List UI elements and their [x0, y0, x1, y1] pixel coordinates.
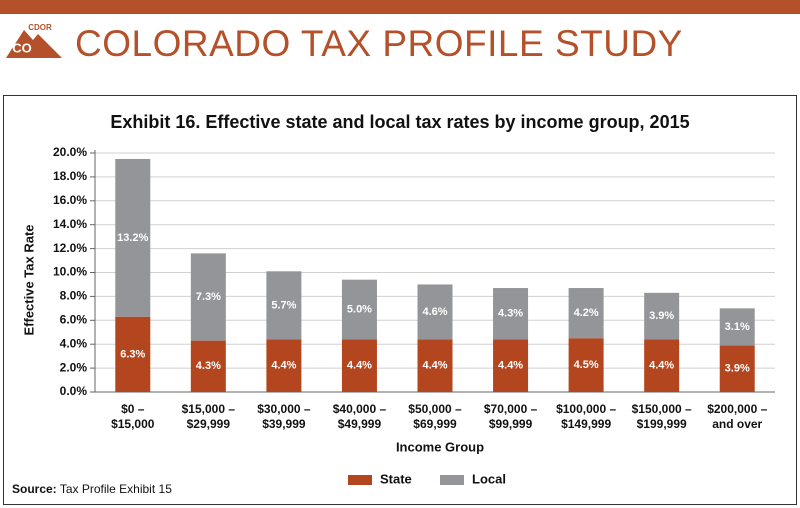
value-label: 7.3% [196, 291, 221, 303]
value-label: 4.4% [271, 360, 296, 372]
legend-label: Local [472, 471, 506, 486]
source: Source: Tax Profile Exhibit 15 [12, 482, 172, 496]
x-tick-label: $100,000 – $149,999 [556, 402, 616, 431]
x-tick-line: $49,999 [338, 417, 382, 431]
bar-segment [341, 339, 377, 392]
value-label: 13.2% [117, 232, 148, 244]
x-axis-label: Income Group [396, 439, 484, 454]
source-text: Tax Profile Exhibit 15 [60, 482, 172, 496]
logo-top: CDOR [28, 23, 52, 32]
x-tick-line: $50,000 – [408, 402, 462, 416]
value-label: 4.4% [649, 360, 674, 372]
bar-segment [266, 339, 302, 392]
x-tick-line: $70,000 – [484, 402, 538, 416]
value-label: 3.9% [649, 310, 674, 322]
x-tick-line: $15,000 – [182, 402, 236, 416]
x-tick-line: $15,000 [111, 417, 155, 431]
logo-main: CO [12, 40, 32, 55]
legend-swatch [440, 475, 464, 485]
bar-segment [644, 292, 680, 340]
x-tick-label: $200,000 – and over [707, 402, 767, 431]
value-label: 4.4% [498, 360, 523, 372]
source-label: Source: [12, 482, 57, 496]
y-tick-label: 10.0% [53, 265, 87, 279]
x-tick-label: $0 – $15,000 [111, 402, 155, 431]
x-tick-label: $150,000 – $199,999 [632, 402, 692, 431]
y-tick-label: 0.0% [60, 384, 88, 398]
x-tick-line: $39,999 [262, 417, 306, 431]
bar-segment [190, 253, 226, 341]
legend-swatch [348, 475, 372, 485]
bar-segment [568, 288, 604, 339]
value-label: 4.2% [574, 307, 599, 319]
x-tick-line: $30,000 – [257, 402, 311, 416]
x-tick-line: $69,999 [413, 417, 457, 431]
bar-segment [719, 345, 755, 392]
bar-segment [115, 316, 151, 392]
value-label: 4.6% [422, 306, 447, 318]
value-label: 5.7% [271, 299, 296, 311]
x-tick-line: $149,999 [561, 417, 611, 431]
x-tick-line: $199,999 [637, 417, 687, 431]
value-label: 4.4% [347, 360, 372, 372]
x-tick-line: $0 – [121, 402, 145, 416]
value-label: 4.5% [574, 359, 599, 371]
x-tick-label: $70,000 – $99,999 [484, 402, 538, 431]
y-tick-label: 12.0% [53, 241, 87, 255]
bar-segment [190, 340, 226, 392]
x-tick-line: $29,999 [187, 417, 231, 431]
y-axis-label: Effective Tax Rate [21, 224, 36, 335]
x-tick-line: $200,000 – [707, 402, 767, 416]
bar-segment [719, 308, 755, 346]
x-tick-label: $40,000 – $49,999 [333, 402, 387, 431]
x-tick-line: $150,000 – [632, 402, 692, 416]
chart-title: Exhibit 16. Effective state and local ta… [110, 112, 689, 132]
value-label: 6.3% [120, 348, 145, 360]
bar-segment [568, 338, 604, 392]
logo: CDOR CO [6, 23, 62, 58]
x-tick-line: $100,000 – [556, 402, 616, 416]
x-tick-label: $50,000 – $69,999 [408, 402, 462, 431]
y-tick-label: 18.0% [53, 169, 87, 183]
logo-mountain [6, 30, 62, 58]
y-tick-label: 2.0% [60, 360, 88, 374]
value-label: 4.3% [498, 308, 523, 320]
bar-segment [493, 339, 529, 392]
value-label: 4.4% [422, 360, 447, 372]
x-tick-line: and over [712, 417, 762, 431]
x-tick-line: $40,000 – [333, 402, 387, 416]
chart-frame [3, 95, 797, 505]
y-tick-label: 8.0% [60, 289, 88, 303]
value-label: 3.1% [725, 321, 750, 333]
page-title: COLORADO TAX PROFILE STUDY [75, 23, 683, 64]
bar-segment [266, 271, 302, 340]
x-tick-label: $30,000 – $39,999 [257, 402, 311, 431]
bar-segment [644, 339, 680, 392]
value-label: 5.0% [347, 303, 372, 315]
bar-segment [493, 288, 529, 340]
bar-segment [115, 158, 151, 317]
legend-label: State [380, 471, 412, 486]
x-tick-label: $15,000 – $29,999 [182, 402, 236, 431]
bar-segment [341, 279, 377, 340]
y-tick-label: 16.0% [53, 193, 87, 207]
top-bar [0, 0, 800, 14]
bar-segment [417, 339, 453, 392]
y-tick-label: 4.0% [60, 336, 88, 350]
value-label: 3.9% [725, 363, 750, 375]
bar-segment [417, 284, 453, 340]
y-tick-label: 14.0% [53, 217, 87, 231]
x-tick-line: $99,999 [489, 417, 533, 431]
y-tick-label: 20.0% [53, 145, 87, 159]
value-label: 4.3% [196, 360, 221, 372]
y-tick-label: 6.0% [60, 312, 88, 326]
